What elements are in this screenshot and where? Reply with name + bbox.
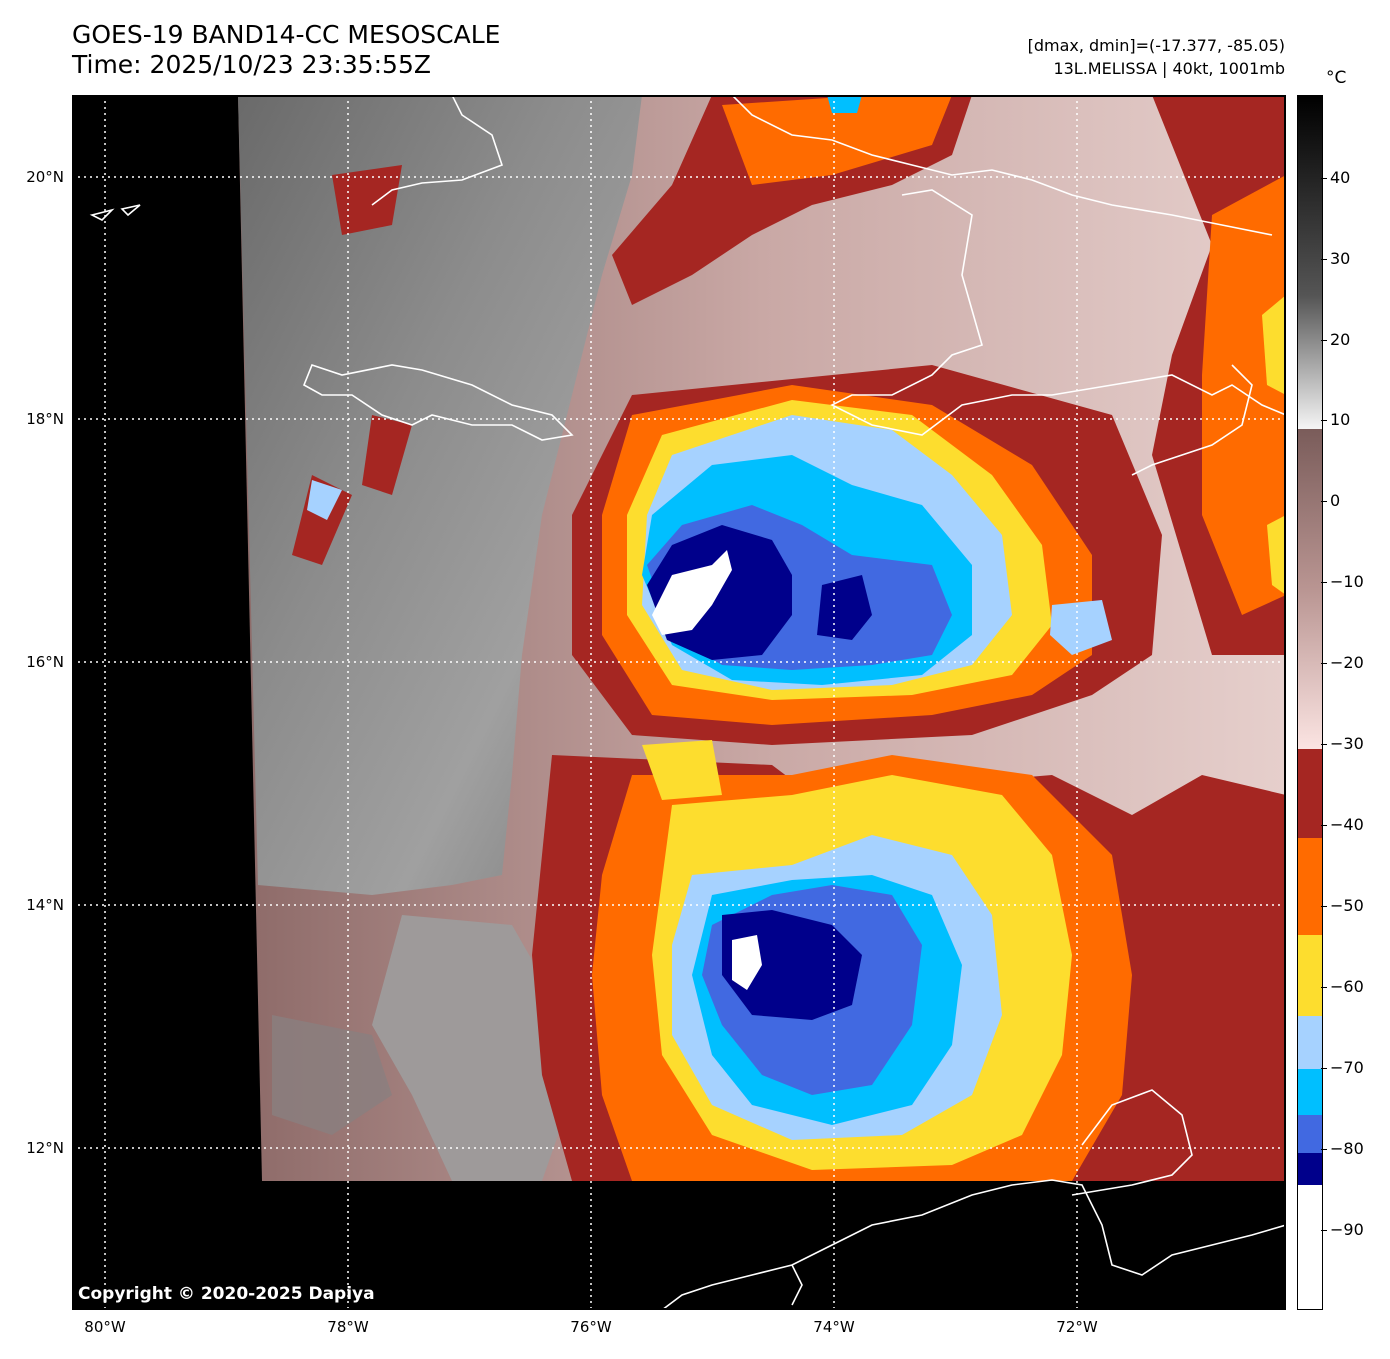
- chart-title: GOES-19 BAND14-CC MESOSCALE: [72, 20, 501, 49]
- lon-label-76w: 76°W: [570, 1318, 612, 1336]
- cb-white: [1298, 1185, 1322, 1309]
- colorbar-unit: °C: [1326, 68, 1347, 88]
- cb-orange: [1298, 838, 1322, 935]
- cb-tick-minus10: −10: [1330, 572, 1364, 591]
- cb-tick-minus80: −80: [1330, 1139, 1364, 1158]
- cb-tick-minus50: −50: [1330, 896, 1364, 915]
- cb-tick-minus40: −40: [1330, 815, 1364, 834]
- cb-sky-blue: [1298, 1069, 1322, 1115]
- lon-label-80w: 80°W: [84, 1318, 126, 1336]
- cb-gray: [1298, 96, 1322, 429]
- lon-label-74w: 74°W: [813, 1318, 855, 1336]
- satellite-map: [72, 95, 1286, 1310]
- cb-navy: [1298, 1153, 1322, 1185]
- cb-royal-blue: [1298, 1115, 1322, 1153]
- lat-label-12n: 12°N: [26, 1139, 64, 1157]
- lat-label-18n: 18°N: [26, 410, 64, 428]
- cloud-tops-coldest: [652, 550, 762, 990]
- lat-label-16n: 16°N: [26, 653, 64, 671]
- warm-gray-region: [238, 95, 642, 895]
- cb-tick-minus30: −30: [1330, 734, 1364, 753]
- cb-dark-red: [1298, 749, 1322, 838]
- storm-info: 13L.MELISSA | 40kt, 1001mb: [1053, 59, 1285, 78]
- cb-tick-minus20: −20: [1330, 653, 1364, 672]
- cb-light-blue: [1298, 1016, 1322, 1069]
- lat-label-20n: 20°N: [26, 168, 64, 186]
- cb-pink: [1298, 429, 1322, 749]
- cb-tick-30: 30: [1330, 249, 1351, 268]
- copyright: Copyright © 2020-2025 Dapiya: [78, 1284, 375, 1304]
- cb-tick-minus60: −60: [1330, 977, 1364, 996]
- cb-yellow: [1298, 935, 1322, 1016]
- cb-tick-10: 10: [1330, 410, 1351, 429]
- lat-label-14n: 14°N: [26, 896, 64, 914]
- data-range: [dmax, dmin]=(-17.377, -85.05): [1027, 36, 1285, 55]
- lon-label-72w: 72°W: [1056, 1318, 1098, 1336]
- cb-tick-minus70: −70: [1330, 1058, 1364, 1077]
- cb-tick-40: 40: [1330, 168, 1351, 187]
- colorbar: [1297, 95, 1323, 1310]
- warm-gray-southwest: [372, 915, 572, 1181]
- cb-tick-20: 20: [1330, 330, 1351, 349]
- coastlines: [89, 95, 1286, 1310]
- cb-tick-0: 0: [1330, 491, 1341, 510]
- cb-tick-minus90: −90: [1330, 1220, 1364, 1239]
- warm-gray-blotch: [272, 1015, 392, 1135]
- timestamp: Time: 2025/10/23 23:35:55Z: [72, 50, 431, 79]
- lon-label-78w: 78°W: [327, 1318, 369, 1336]
- gridlines: [72, 95, 1286, 1310]
